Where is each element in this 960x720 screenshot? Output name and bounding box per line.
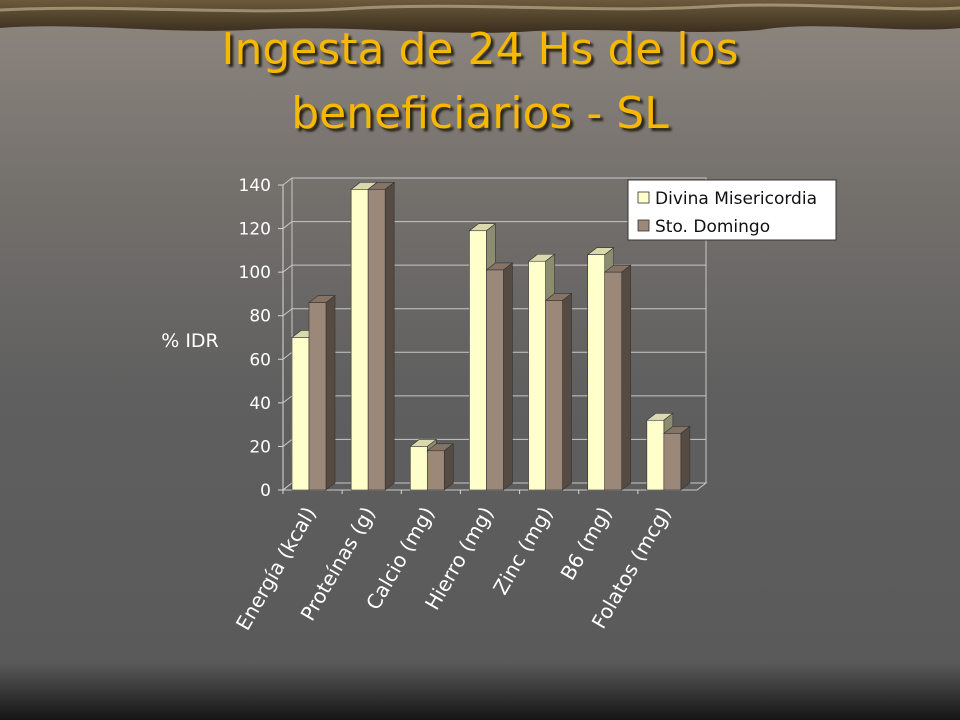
y-tick-label: 0 xyxy=(260,481,271,501)
grid-line-depth xyxy=(282,351,293,360)
bar xyxy=(545,300,563,491)
y-tick-label: 80 xyxy=(249,307,271,327)
legend-swatch xyxy=(637,219,650,232)
bar xyxy=(486,269,504,491)
y-tick-label: 140 xyxy=(239,176,271,196)
grid-line-depth xyxy=(282,264,293,273)
legend xyxy=(627,179,837,241)
bar xyxy=(409,446,428,491)
bar-side xyxy=(443,443,454,491)
y-axis-label: % IDR xyxy=(161,330,219,352)
bar xyxy=(308,302,327,491)
chart-title: Ingesta de 24 Hs de los beneficiarios - … xyxy=(221,24,739,139)
y-tick-label: 100 xyxy=(239,263,271,283)
bar-side xyxy=(325,295,336,491)
legend-label: Divina Misericordia xyxy=(655,189,817,209)
legend-swatch xyxy=(637,191,650,204)
bar-side xyxy=(621,264,632,491)
bar-side xyxy=(384,181,395,491)
bar xyxy=(604,271,623,491)
grid-line-depth xyxy=(282,395,293,404)
bar xyxy=(426,450,445,491)
bar xyxy=(587,254,606,491)
bar-side xyxy=(503,262,513,491)
grid-line-depth xyxy=(282,221,293,229)
grid-line-depth xyxy=(282,177,293,186)
legend-label: Sto. Domingo xyxy=(655,217,770,237)
bar xyxy=(350,189,369,491)
y-tick-label: 120 xyxy=(239,220,271,240)
bar xyxy=(291,337,310,491)
bar xyxy=(663,433,682,491)
x-tick-label: B6 (mg) xyxy=(556,503,617,585)
x-tick-label: Zinc (mg) xyxy=(488,503,557,599)
top-decoration xyxy=(0,0,960,33)
y-tick-label: 60 xyxy=(249,350,271,370)
grid-line-depth xyxy=(282,482,293,491)
bar xyxy=(528,260,546,491)
bar xyxy=(367,189,386,491)
y-tick-label: 40 xyxy=(249,394,271,414)
grid-line-depth xyxy=(282,308,293,317)
bar xyxy=(646,419,665,491)
bar-side xyxy=(562,292,572,491)
bar xyxy=(469,230,487,491)
bar-side xyxy=(680,425,691,491)
y-tick-label: 20 xyxy=(249,437,271,457)
grid-line-depth xyxy=(282,439,293,447)
